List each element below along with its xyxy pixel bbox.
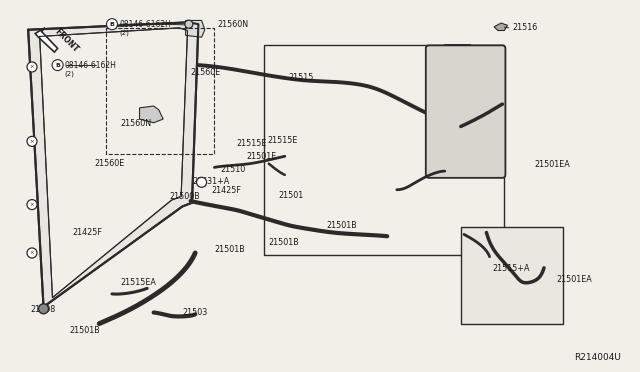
Text: ×: ×	[29, 139, 35, 144]
Polygon shape	[186, 20, 205, 37]
Circle shape	[185, 20, 193, 28]
Polygon shape	[35, 28, 58, 52]
Text: 21515EA: 21515EA	[120, 278, 156, 287]
Polygon shape	[494, 23, 508, 31]
Text: 21503: 21503	[182, 308, 207, 317]
Text: 21510: 21510	[221, 165, 246, 174]
Text: ×: ×	[29, 64, 35, 70]
Circle shape	[27, 248, 37, 258]
Polygon shape	[442, 45, 477, 54]
Text: 21631+A: 21631+A	[192, 177, 229, 186]
Polygon shape	[28, 22, 198, 307]
Bar	[461, 227, 563, 324]
Text: 21501: 21501	[278, 191, 303, 200]
Circle shape	[52, 60, 63, 71]
Text: 21500B: 21500B	[170, 192, 200, 201]
Text: 21501E: 21501E	[246, 152, 276, 161]
Bar	[264, 45, 504, 255]
Text: 21560N: 21560N	[120, 119, 152, 128]
Text: B: B	[55, 62, 60, 68]
Text: 21501EA: 21501EA	[557, 275, 593, 284]
Text: 21425F: 21425F	[72, 228, 102, 237]
Text: 21501B: 21501B	[69, 326, 100, 335]
Text: 21501B: 21501B	[269, 238, 300, 247]
Polygon shape	[140, 106, 163, 123]
Text: 21515E: 21515E	[237, 139, 267, 148]
Text: (2): (2)	[119, 30, 129, 36]
Text: 21501B: 21501B	[214, 246, 245, 254]
Text: 21560E: 21560E	[95, 159, 125, 168]
Text: 21516: 21516	[512, 23, 537, 32]
Text: 21501EA: 21501EA	[534, 160, 570, 169]
Text: 21560E: 21560E	[191, 68, 221, 77]
Circle shape	[106, 19, 118, 30]
FancyBboxPatch shape	[426, 45, 506, 178]
Text: ×: ×	[29, 202, 35, 207]
Text: 21515: 21515	[288, 73, 314, 82]
Text: 21515E: 21515E	[268, 136, 298, 145]
Text: 21560N: 21560N	[218, 20, 249, 29]
Text: 21501B: 21501B	[326, 221, 357, 230]
Text: FRONT: FRONT	[52, 26, 80, 54]
Circle shape	[196, 177, 207, 187]
Text: R214004U: R214004U	[574, 353, 621, 362]
Text: ×: ×	[29, 250, 35, 256]
Text: 21508: 21508	[31, 305, 56, 314]
Circle shape	[27, 200, 37, 209]
Circle shape	[27, 62, 37, 72]
Text: 08146-6162H: 08146-6162H	[65, 61, 116, 70]
Text: 21515+A: 21515+A	[493, 264, 531, 273]
Text: 21425F: 21425F	[211, 186, 241, 195]
Text: B: B	[109, 22, 115, 27]
Circle shape	[38, 304, 49, 314]
Circle shape	[27, 137, 37, 146]
Text: 08146-6162H: 08146-6162H	[119, 20, 171, 29]
Polygon shape	[40, 28, 188, 298]
Text: (2): (2)	[65, 71, 74, 77]
